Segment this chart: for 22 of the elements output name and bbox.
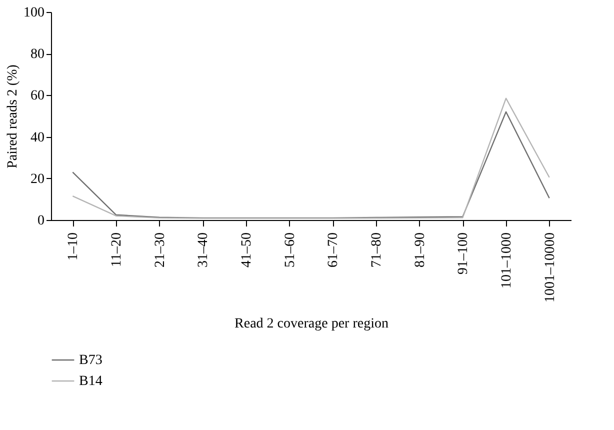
x-tick-label: 61–70 — [326, 232, 342, 268]
x-tick-label: 1001–10000 — [542, 232, 558, 302]
y-tick-label: 40 — [30, 130, 44, 146]
x-tick-label: 1–10 — [66, 232, 82, 260]
x-tick-label: 81–90 — [412, 232, 428, 268]
x-tick-label: 21–30 — [152, 232, 168, 268]
legend-label: B14 — [79, 374, 102, 389]
x-tick-label: 51–60 — [282, 232, 298, 268]
y-tick-label: 20 — [30, 172, 44, 187]
x-tick-label: 101–1000 — [500, 232, 514, 288]
y-tick-label: 60 — [30, 88, 44, 104]
x-tick-label: 41–50 — [240, 232, 254, 268]
y-tick-label: 100 — [24, 6, 44, 20]
x-tick-label: 11–20 — [110, 232, 124, 267]
y-axis-title: Paired reads 2 (%) — [6, 64, 20, 168]
x-tick-label: 31–40 — [196, 232, 212, 268]
y-tick-label: 80 — [30, 47, 44, 62]
x-tick-label: 91–100 — [456, 232, 472, 274]
x-axis-title: Read 2 coverage per region — [234, 316, 388, 332]
x-tick-label: 71–80 — [370, 232, 384, 268]
y-tick-label: 0 — [38, 214, 44, 228]
legend-label: B73 — [79, 353, 102, 368]
